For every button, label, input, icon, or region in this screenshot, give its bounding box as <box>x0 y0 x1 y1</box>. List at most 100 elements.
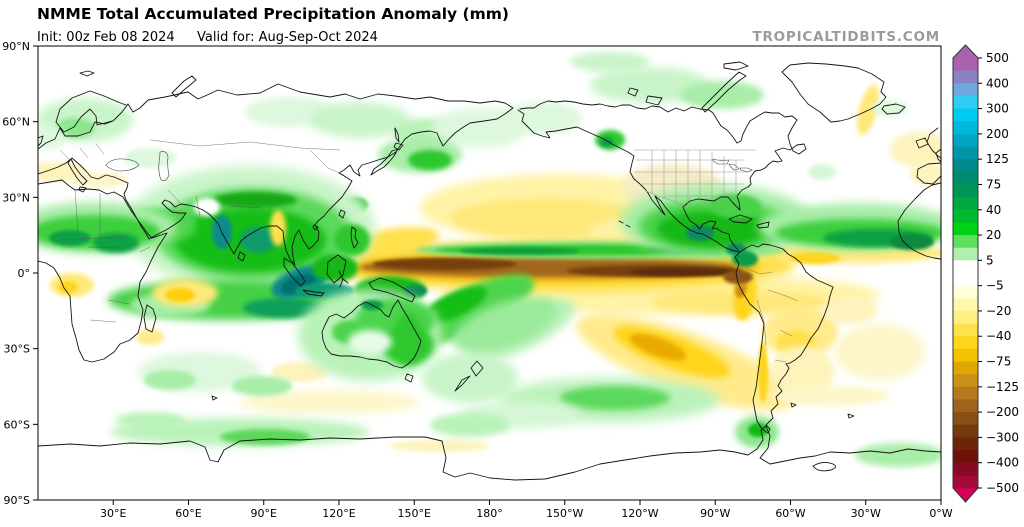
anomaly-blob <box>124 148 176 168</box>
lat-tick-label: 90°N <box>2 40 30 53</box>
lon-tick-label: 0°W <box>929 507 952 520</box>
anomaly-blob <box>630 268 740 276</box>
colorbar-arrow-top <box>953 45 978 58</box>
anomaly-blob <box>430 413 510 437</box>
anomaly-blob <box>422 353 518 403</box>
anomaly-blob <box>629 333 687 361</box>
anomaly-blob <box>49 230 91 246</box>
colorbar-tick-label: −75 <box>986 355 1011 369</box>
anomaly-blob <box>790 252 840 264</box>
anomaly-blob <box>835 324 925 380</box>
anomaly-blob <box>144 370 196 390</box>
colorbar-tick-label: 20 <box>986 228 1001 242</box>
anomaly-blob <box>560 386 670 410</box>
colorbar-tick-label: −400 <box>986 456 1019 470</box>
anomaly-blob <box>310 102 410 138</box>
colorbar-band <box>953 475 978 489</box>
us-state-borders <box>634 149 756 208</box>
anomaly-blob <box>709 194 761 218</box>
lon-tick-label: 30°W <box>851 507 881 520</box>
lon-tick-label: 150°E <box>398 507 431 520</box>
anomaly-blob <box>600 137 614 147</box>
colorbar-band <box>953 298 978 312</box>
colorbar-band <box>953 437 978 451</box>
anomaly-blob <box>136 329 164 345</box>
anomaly-blob <box>460 247 580 255</box>
latitude-axis: 90°N 60°N 30°N 0° 30°S 60°S 90°S <box>2 40 38 507</box>
colorbar-band <box>953 450 978 464</box>
anomaly-blob <box>232 376 292 396</box>
colorbar-band <box>953 260 978 274</box>
anomaly-field <box>38 52 941 467</box>
anomaly-blob <box>770 346 834 398</box>
colorbar-band <box>953 361 978 375</box>
anomaly-blob <box>452 297 558 353</box>
anomaly-blob <box>270 210 286 246</box>
country-borders <box>59 139 799 363</box>
colorbar: 500 400 300 200 125 75 40 20 5 −5 −20 −40 −75 −125 −20… <box>952 44 1019 503</box>
anomaly-blob <box>312 254 358 282</box>
longitude-axis: 30°E 60°E 90°E 120°E 150°E 180° 150°W 120°W 90°W… <box>100 500 953 520</box>
lon-tick-label: 90°E <box>251 507 277 520</box>
colorbar-tick-label: −20 <box>986 304 1011 318</box>
colorbar-band <box>953 222 978 236</box>
anomaly-blob <box>890 132 941 168</box>
lat-tick-label: 30°N <box>2 191 30 204</box>
anomaly-blob <box>570 52 650 72</box>
lon-tick-label: 150°W <box>546 507 583 520</box>
anomaly-blob <box>55 118 95 138</box>
anomaly-blob <box>72 172 128 188</box>
lat-tick-label: 90°S <box>4 494 30 507</box>
lon-tick-label: 120°W <box>621 507 658 520</box>
anomaly-blob <box>240 227 276 253</box>
anomaly-blob <box>390 440 490 452</box>
colorbar-band <box>953 197 978 211</box>
anomaly-blob <box>373 258 517 270</box>
anomaly-blob <box>758 342 768 402</box>
colorbar-tick-label: 125 <box>986 152 1009 166</box>
anomaly-blob <box>403 285 427 297</box>
colorbar-tick-label: 300 <box>986 102 1009 116</box>
colorbar-tick-label: −5 <box>986 279 1004 293</box>
colorbar-band <box>953 209 978 223</box>
anomaly-blob <box>220 429 310 445</box>
colorbar-band <box>953 83 978 97</box>
colorbar-band <box>953 273 978 287</box>
colorbar-band <box>953 323 978 337</box>
colorbar-tick-label: −125 <box>986 380 1019 394</box>
lon-tick-label: 60°W <box>775 507 805 520</box>
anomaly-blob <box>115 412 185 428</box>
anomaly-blob <box>422 286 488 324</box>
colorbar-band <box>953 58 978 72</box>
colorbar-band <box>953 247 978 261</box>
colorbar-band <box>953 310 978 324</box>
lon-tick-label: 90°W <box>700 507 730 520</box>
colorbar-band <box>953 70 978 84</box>
colorbar-arrow-bottom <box>953 488 978 502</box>
colorbar-band <box>953 159 978 173</box>
colorbar-band <box>953 133 978 147</box>
colorbar-tick-label: 200 <box>986 127 1009 141</box>
colorbar-tick-label: 5 <box>986 253 994 267</box>
anomaly-blob <box>93 233 139 253</box>
colorbar-band <box>953 374 978 388</box>
lakes-inland-seas <box>105 151 753 182</box>
colorbar-band <box>953 424 978 438</box>
lon-tick-label: 30°E <box>100 507 126 520</box>
anomaly-blob <box>394 312 422 364</box>
anomaly-blob <box>770 386 890 406</box>
colorbar-band <box>953 412 978 426</box>
anomaly-blob <box>243 298 327 318</box>
lon-tick-label: 60°E <box>175 507 201 520</box>
coastlines <box>38 61 941 481</box>
lon-tick-label: 120°E <box>322 507 355 520</box>
anomaly-blob <box>272 362 328 382</box>
anomaly-blob <box>723 270 753 284</box>
colorbar-tick-label: 500 <box>986 51 1009 65</box>
watermark: TROPICALTIDBITS.COM <box>752 29 940 45</box>
anomaly-blob <box>748 423 768 437</box>
valid-period-label: Valid for: Aug-Sep-Oct 2024 <box>197 30 378 45</box>
colorbar-band <box>953 336 978 350</box>
colorbar-tick-label: 400 <box>986 76 1009 90</box>
